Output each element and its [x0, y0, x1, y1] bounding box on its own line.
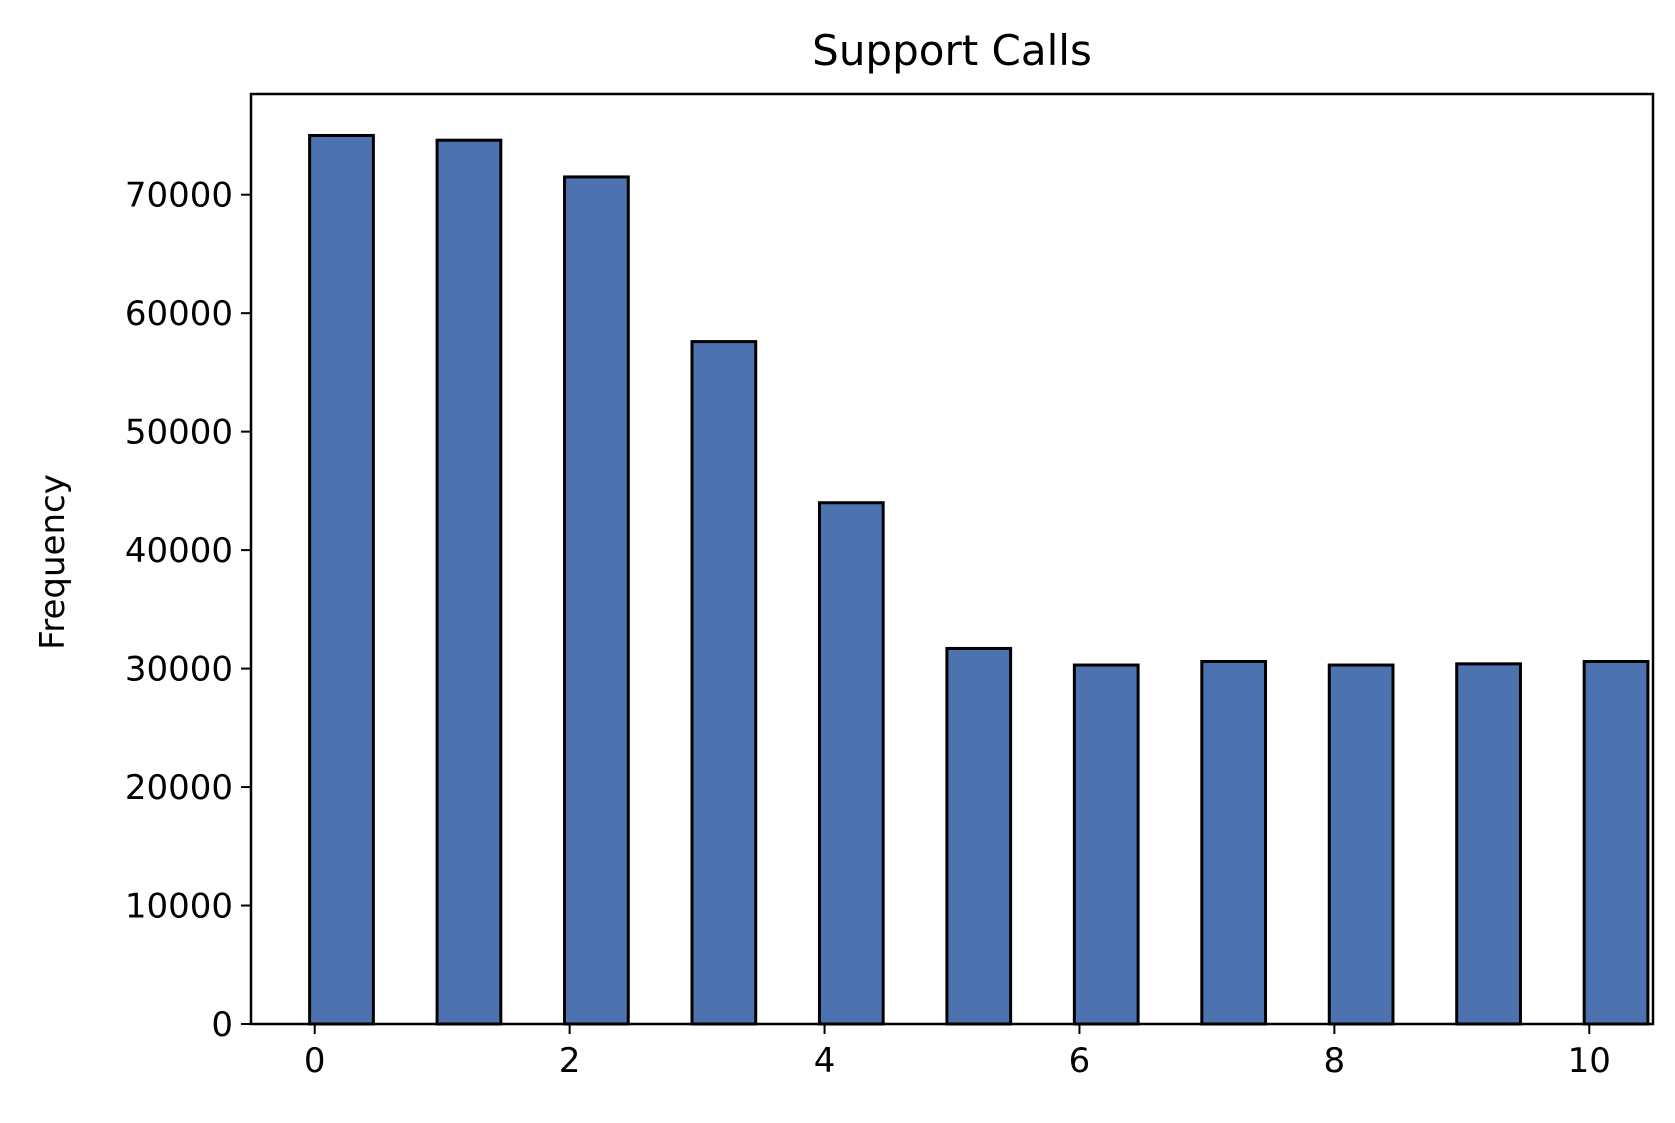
- bar-7: [1200, 659, 1268, 1026]
- bars-group: [308, 133, 1650, 1026]
- y-tick-label: 0: [211, 1005, 233, 1045]
- bar-8: [1327, 663, 1395, 1026]
- bar-2: [563, 175, 630, 1026]
- bar-4: [817, 501, 885, 1026]
- bar-1: [435, 138, 503, 1026]
- x-tick-label: 4: [814, 1041, 836, 1081]
- y-tick-label: 40000: [125, 531, 233, 571]
- y-tick-label: 60000: [125, 294, 233, 334]
- bar-5: [945, 646, 1013, 1026]
- x-tick-label: 8: [1324, 1041, 1346, 1081]
- y-tick-label: 30000: [125, 650, 233, 690]
- x-tick-label: 6: [1069, 1041, 1091, 1081]
- bar-0: [308, 133, 375, 1026]
- x-tick-label: 2: [559, 1041, 581, 1081]
- y-axis-label: Frequency: [33, 474, 73, 650]
- bar-10: [1582, 659, 1650, 1026]
- y-tick-label: 50000: [125, 413, 233, 453]
- x-axis-ticks: 0 2 4 6 8 10: [304, 1024, 1611, 1081]
- plot-area-frame: [249, 92, 1655, 1026]
- chart-title: Support Calls: [812, 26, 1092, 75]
- y-tick-label: 10000: [125, 887, 233, 927]
- bar-6: [1072, 663, 1140, 1026]
- bar-3: [690, 340, 758, 1026]
- x-tick-label: 10: [1568, 1041, 1611, 1081]
- bar-9: [1455, 662, 1522, 1026]
- x-tick-label: 0: [304, 1041, 326, 1081]
- y-axis-ticks: 0 10000 20000 30000 40000 50000 60000 70000: [125, 176, 251, 1045]
- y-tick-label: 20000: [125, 768, 233, 808]
- y-tick-label: 70000: [125, 176, 233, 216]
